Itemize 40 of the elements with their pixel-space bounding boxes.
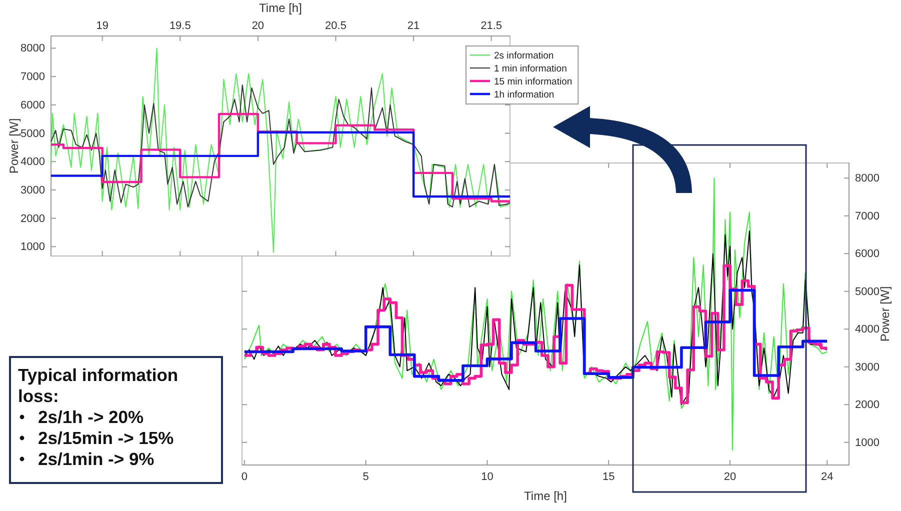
text: 2s/1h -> 20% [38, 407, 144, 427]
x-tick-label: 15 [602, 470, 615, 483]
x-tick-label: 21.5 [480, 20, 502, 32]
y-tick-label: 2000 [20, 212, 45, 225]
y-tick-label: 3000 [20, 184, 45, 196]
y-tick-label: 7000 [20, 71, 45, 84]
x-tick-label: 19.5 [169, 20, 191, 32]
x-tick-label: 20 [252, 20, 264, 32]
x-tick-label: 21 [407, 20, 420, 32]
y-axis-title: Power [W] [7, 118, 21, 174]
x-tick-label: 10 [481, 470, 494, 483]
text: 2s/15min -> 15% [38, 428, 174, 448]
x-tick-label: 0 [241, 470, 248, 483]
x-tick-label: 24 [821, 470, 834, 483]
y-tick-label: 8000 [855, 172, 880, 185]
x-tick-label: 19 [96, 20, 108, 32]
y-axis-title: Power [W] [878, 286, 892, 342]
y-tick-label: 4000 [855, 324, 880, 336]
y-tick-label: 5000 [855, 286, 880, 298]
y-tick-label: 1000 [855, 436, 880, 449]
x-axis-title: Time [h] [259, 1, 302, 15]
x-tick-label: 20 [724, 470, 736, 483]
legend-label: 1 min information [494, 64, 567, 74]
y-tick-label: 1000 [20, 241, 45, 254]
x-tick-label: 5 [362, 470, 369, 483]
y-tick-label: 7000 [855, 210, 880, 222]
x-tick-label: 20.5 [325, 20, 346, 32]
y-tick-label: 8000 [20, 42, 45, 55]
y-tick-label: 5000 [20, 128, 45, 140]
y-tick-label: 6000 [20, 99, 45, 112]
y-tick-label: 4000 [20, 156, 45, 168]
legend-label: 1h information [494, 90, 554, 100]
legend-label: 15 min information [494, 76, 572, 88]
y-tick-label: 3000 [855, 361, 880, 374]
y-tick-label: 2000 [855, 399, 880, 412]
text: 2s/1min -> 9% [38, 449, 155, 469]
y-tick-label: 6000 [855, 248, 880, 260]
text: Typical information loss: [18, 365, 178, 406]
x-axis-title: Time [h] [524, 489, 567, 503]
legend-label: 2s information [494, 50, 554, 62]
